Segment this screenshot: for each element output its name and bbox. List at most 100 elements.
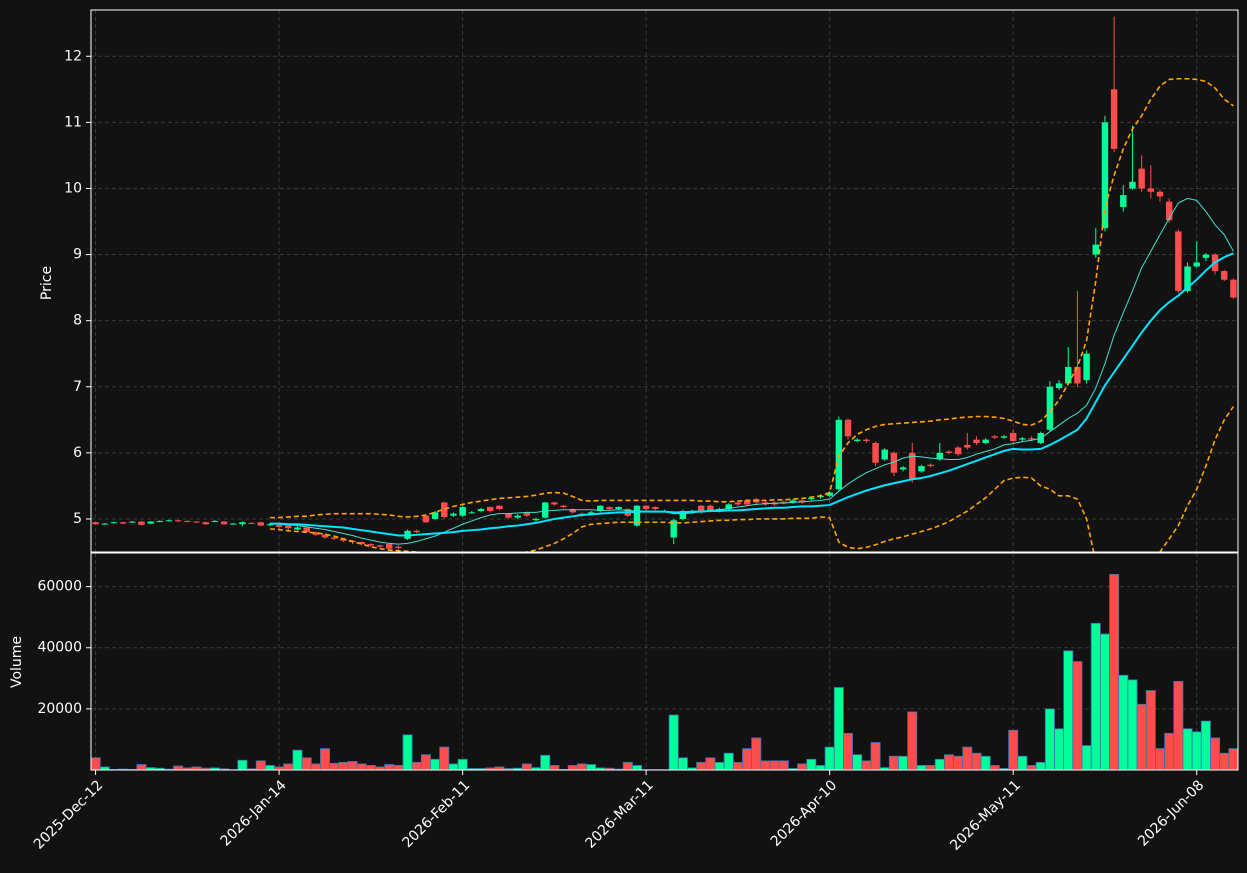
volume-bar xyxy=(1191,731,1202,770)
volume-axis-label: Volume xyxy=(9,636,25,688)
volume-bar xyxy=(420,754,431,770)
volume-bar xyxy=(136,764,147,770)
candle-body xyxy=(312,532,320,535)
candle-body xyxy=(927,464,934,467)
volume-bar xyxy=(319,748,330,770)
volume-bar xyxy=(237,759,248,770)
volume-bar xyxy=(347,761,358,770)
candle-body xyxy=(376,545,384,547)
candle-body xyxy=(441,502,448,517)
candle-body xyxy=(147,521,154,524)
y-tick-label: 6 xyxy=(73,445,82,461)
volume-bar xyxy=(797,763,808,770)
candle-body xyxy=(808,497,815,500)
candle-body xyxy=(1074,366,1081,384)
volume-bar xyxy=(1164,732,1175,770)
candle-body xyxy=(652,507,659,510)
candle-body xyxy=(340,538,347,541)
volume-bar xyxy=(622,761,633,770)
candle-body xyxy=(523,512,531,516)
volume-bar xyxy=(732,761,743,770)
candle-body xyxy=(615,507,622,510)
y-tick-label: 40000 xyxy=(37,640,82,656)
price-marks xyxy=(92,16,1237,552)
volume-bar xyxy=(310,763,321,770)
candle-body xyxy=(1000,436,1008,438)
candle-body xyxy=(725,504,732,510)
overlay-line xyxy=(269,406,1235,552)
volume-bar xyxy=(567,765,578,770)
volume-bar xyxy=(751,737,762,770)
candle-body xyxy=(285,525,292,529)
candle-body xyxy=(230,523,237,525)
candle-body xyxy=(890,452,898,473)
candle-body xyxy=(386,544,393,549)
volume-bar xyxy=(1155,748,1165,770)
candle-body xyxy=(789,500,797,503)
volume-bar xyxy=(329,762,340,770)
candle-body xyxy=(881,449,888,460)
y-tick-label: 11 xyxy=(64,114,82,130)
candle-body xyxy=(954,447,962,455)
volume-bar xyxy=(521,763,532,770)
y-tick-label: 9 xyxy=(73,247,82,263)
volume-bar xyxy=(1109,573,1120,770)
volume-bar xyxy=(925,765,936,770)
candle-body xyxy=(1193,262,1200,267)
candle-body xyxy=(1009,433,1017,441)
candle-body xyxy=(505,513,512,518)
candle-body xyxy=(1230,279,1237,298)
volume-bar xyxy=(769,760,780,770)
volume-bar xyxy=(586,764,597,770)
volume-bar xyxy=(1017,755,1028,770)
volume-bar xyxy=(1054,728,1065,770)
candle-body xyxy=(1202,254,1210,258)
volume-bar xyxy=(1200,720,1211,770)
y-tick-label: 5 xyxy=(73,511,82,527)
y-tick-label: 60000 xyxy=(37,579,82,595)
volume-bar xyxy=(1035,761,1046,770)
candle-body xyxy=(450,513,457,516)
candle-body xyxy=(1101,122,1109,229)
candle-body xyxy=(642,505,650,510)
volume-bar xyxy=(1127,679,1138,770)
volume-bar xyxy=(264,765,275,770)
candle-body xyxy=(110,522,118,524)
volume-bar xyxy=(549,765,560,770)
candle-body xyxy=(395,546,402,549)
candle-body xyxy=(413,530,420,533)
candle-body xyxy=(294,527,301,530)
candle-body xyxy=(220,521,228,525)
volume-bar xyxy=(989,765,1000,770)
volume-bar xyxy=(1044,708,1055,770)
grid-layer xyxy=(91,10,1238,770)
candle-body xyxy=(633,505,641,526)
candle-body xyxy=(119,522,127,524)
candle-body xyxy=(1019,438,1026,440)
overlay-line xyxy=(269,77,1234,519)
candle-body xyxy=(156,520,164,522)
candle-body xyxy=(734,502,742,505)
candle-body xyxy=(193,521,200,523)
volume-bar xyxy=(255,760,266,770)
candle-body xyxy=(92,522,99,525)
candle-body xyxy=(275,524,283,527)
candle-body xyxy=(899,467,907,470)
candle-body xyxy=(707,505,714,512)
candle-body xyxy=(422,515,430,523)
candle-body xyxy=(358,542,365,545)
candle-body xyxy=(560,505,567,508)
volume-bar xyxy=(1182,728,1193,770)
volume-bar xyxy=(540,754,551,770)
candle-body xyxy=(697,505,705,513)
candle-body xyxy=(1028,438,1035,440)
volume-bar xyxy=(1210,737,1221,770)
candle-body xyxy=(1046,386,1054,430)
volume-bar xyxy=(934,758,945,770)
candle-body xyxy=(863,439,870,441)
volume-bar xyxy=(301,757,312,770)
candle-body xyxy=(1156,191,1164,197)
volume-bar xyxy=(714,761,725,770)
volume-bar xyxy=(833,687,844,770)
candle-body xyxy=(1110,89,1118,149)
